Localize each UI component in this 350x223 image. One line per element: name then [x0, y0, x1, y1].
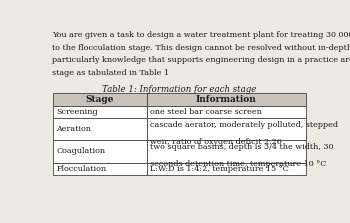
Bar [147, 140, 306, 163]
Text: cascade aerator, moderately polluted, stepped: cascade aerator, moderately polluted, st… [150, 121, 338, 129]
Bar [147, 163, 306, 175]
Bar [147, 118, 306, 140]
Text: seconds detention time, temperature 10 °C: seconds detention time, temperature 10 °… [150, 160, 326, 168]
Text: Aeration: Aeration [56, 125, 91, 133]
Text: stage as tabulated in Table 1: stage as tabulated in Table 1 [52, 69, 169, 77]
Text: L:W:D is 1:4:2, temperature 15 °C: L:W:D is 1:4:2, temperature 15 °C [150, 165, 289, 173]
Bar [147, 93, 306, 105]
Text: Stage: Stage [86, 95, 114, 104]
Bar [53, 140, 147, 163]
Text: You are given a task to design a water treatment plant for treating 30 000 m³/d : You are given a task to design a water t… [52, 31, 350, 39]
Text: Flocculation: Flocculation [56, 165, 107, 173]
Text: to the flocculation stage. This design cannot be resolved without in-depth engin: to the flocculation stage. This design c… [52, 43, 350, 52]
Text: Table 1: Information for each stage: Table 1: Information for each stage [102, 85, 257, 95]
Text: weir, ratio of oxygen deficit 2.26: weir, ratio of oxygen deficit 2.26 [150, 138, 282, 146]
Bar [53, 105, 147, 118]
Text: Screening: Screening [56, 108, 98, 116]
Bar [147, 105, 306, 118]
Text: Information: Information [196, 95, 257, 104]
Text: Coagulation: Coagulation [56, 147, 106, 155]
Bar [53, 118, 147, 140]
Bar [53, 93, 147, 105]
Text: two square basins, depth is 3/4 the width, 30: two square basins, depth is 3/4 the widt… [150, 143, 333, 151]
Text: particularly knowledge that supports engineering design in a practice area. Info: particularly knowledge that supports eng… [52, 56, 350, 64]
Text: one steel bar coarse screen: one steel bar coarse screen [150, 108, 262, 116]
Bar [53, 163, 147, 175]
